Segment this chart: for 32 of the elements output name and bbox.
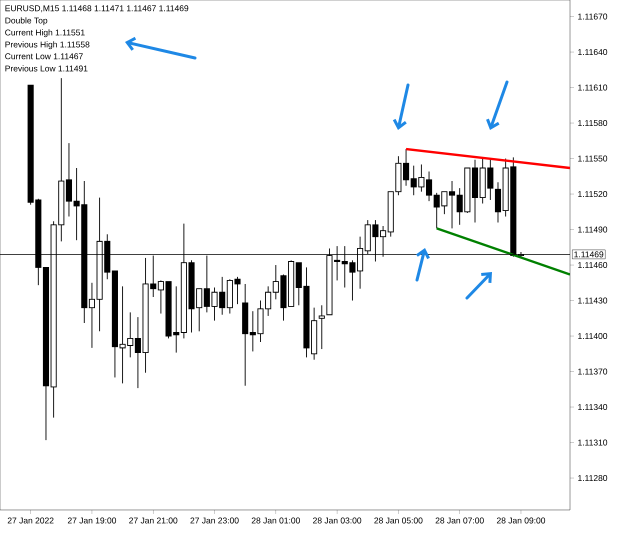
y-tick-label: 1.11310 <box>578 440 608 446</box>
x-tick-label: 27 Jan 23:00 <box>190 518 239 524</box>
x-tick-label: 28 Jan 07:00 <box>436 518 484 524</box>
x-tick-label: 27 Jan 19:00 <box>68 518 116 524</box>
y-tick-label: 1.11520 <box>578 191 608 198</box>
y-tick-label: 1.11370 <box>578 368 608 375</box>
y-tick-label: 1.11490 <box>578 226 608 233</box>
annotation: Current Low 1.11467 <box>5 53 83 60</box>
y-tick-label: 1.11610 <box>578 84 608 91</box>
annotation: Previous High 1.11558 <box>5 41 90 50</box>
ref-line-label: 1.11469 <box>574 251 604 258</box>
y-tick-label: 1.11280 <box>578 475 608 482</box>
annotation: Double Top <box>5 17 48 26</box>
x-tick-label: 28 Jan 09:00 <box>496 518 546 524</box>
y-tick-label: 1.11430 <box>578 298 608 304</box>
x-tick-label: 28 Jan 01:00 <box>252 518 300 524</box>
annotation: Previous Low 1.11491 <box>5 65 88 72</box>
y-tick-label: 1.11580 <box>578 120 608 126</box>
x-tick-label: 27 Jan 21:00 <box>129 518 178 524</box>
x-tick-label: 27 Jan 2022 <box>8 518 54 524</box>
candlestick <box>318 304 325 350</box>
x-tick-label: 28 Jan 03:00 <box>313 518 362 524</box>
text: EURUSD,M15 1.11468 1.11471 1.11467 1.11469 <box>5 5 188 12</box>
y-tick-label: 1.11340 <box>578 404 608 410</box>
annotation: Current High 1.11551 <box>5 29 85 38</box>
y-tick-label: 1.11400 <box>578 333 608 340</box>
y-tick-label: 1.11670 <box>578 14 608 20</box>
y-tick-label: 1.11550 <box>578 156 608 162</box>
y-tick-label: 1.11460 <box>578 262 608 268</box>
y-tick-label: 1.11640 <box>578 49 608 56</box>
x-tick-label: 28 Jan 05:00 <box>374 518 423 524</box>
candlestick <box>487 159 494 200</box>
